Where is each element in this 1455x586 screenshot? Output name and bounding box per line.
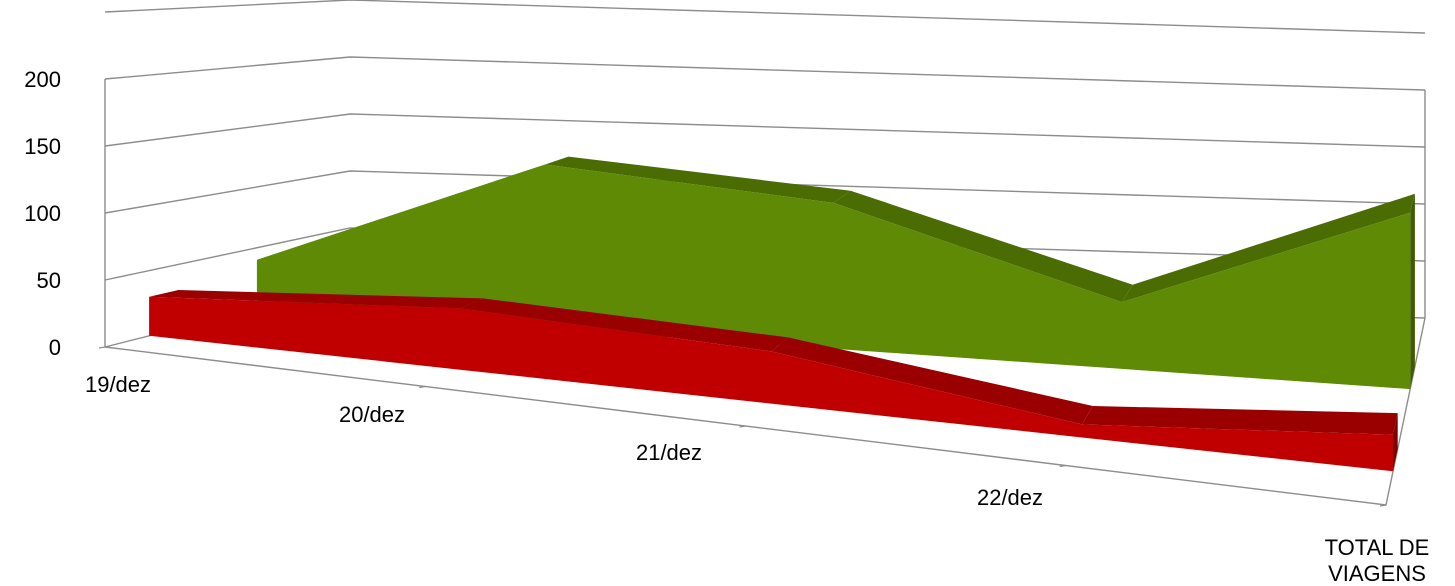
x-tick-mark: [1379, 504, 1387, 507]
y-tick-label: 200: [24, 67, 61, 92]
x-tick-label: 21/dez: [636, 440, 702, 465]
gridline: [104, 56, 1426, 91]
series-1-top-segment: [1082, 406, 1398, 435]
series-0-side-face: [1410, 193, 1415, 390]
y-tick-label: 100: [24, 201, 61, 226]
series-0-front-face: [256, 164, 1411, 390]
y-tick-label: 0: [49, 335, 61, 360]
series-1-top-segment: [149, 290, 484, 309]
x-tick-mark: [419, 385, 426, 389]
chart-labels: 0 50 100 150 200 19/dez 20/dez 21/dez 22/dez TOTA…: [24, 67, 1429, 586]
series-1-top-segment: [771, 337, 1093, 425]
x-tick-label-line: 22/dez: [977, 485, 1043, 510]
x-tick-label-line: TOTAL DE: [1325, 535, 1430, 560]
x-tick-label-line: 19/dez: [85, 372, 151, 397]
series-0-top-segment: [833, 190, 1133, 303]
gridline: [104, 0, 1426, 34]
gridline: [104, 170, 1426, 214]
series-1-top-segment: [460, 298, 789, 352]
gridline: [104, 113, 1426, 148]
x-tick-label-line: 21/dez: [636, 440, 702, 465]
x-tick-mark: [739, 425, 746, 428]
series-1-side-face: [1393, 413, 1398, 472]
series-0-top-segment: [545, 156, 851, 203]
x-tick-mark: [98, 346, 106, 349]
gridline: [104, 227, 1426, 281]
x-tick-label: 19/dez: [85, 372, 151, 397]
x-tick-label-line: VIAGENS: [1328, 561, 1426, 586]
chart-series: [149, 156, 1415, 472]
x-tick-label-line: 20/dez: [339, 402, 405, 427]
y-tick-label: 150: [24, 134, 61, 159]
series-1-front-face: [149, 296, 1394, 472]
x-tick-mark: [1059, 464, 1066, 468]
x-tick-label: TOTAL DE VIAGENS: [1325, 535, 1430, 586]
y-tick-label: 50: [37, 268, 61, 293]
x-tick-label: 22/dez: [977, 485, 1043, 510]
series-0-top-segment: [1121, 193, 1415, 303]
series-0: [256, 156, 1415, 390]
x-tick-label: 20/dez: [339, 402, 405, 427]
series-1: [149, 290, 1398, 472]
